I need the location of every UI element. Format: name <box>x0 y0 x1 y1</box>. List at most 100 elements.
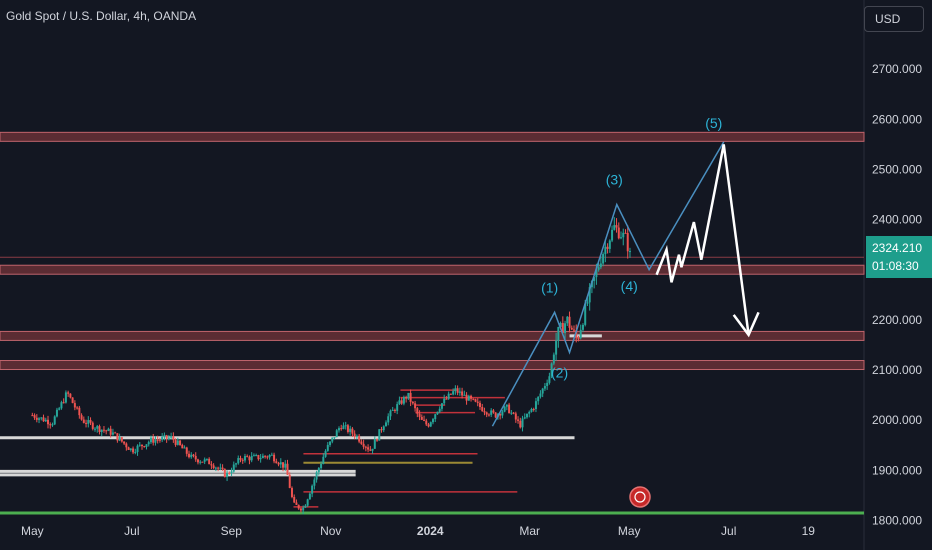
candle-body <box>398 400 401 405</box>
candle-body <box>58 408 61 410</box>
candle-body <box>373 439 376 449</box>
candle-body <box>109 428 112 435</box>
resistance-zone <box>0 264 865 275</box>
candle-body <box>299 508 302 511</box>
candle-body <box>284 463 287 468</box>
symbol-title[interactable]: Gold Spot / U.S. Dollar, 4h, OANDA <box>6 9 197 23</box>
candle-body <box>138 444 141 446</box>
candle-body <box>82 419 85 423</box>
candle-body <box>494 412 497 418</box>
candle-body <box>199 461 202 463</box>
candle-body <box>429 422 432 427</box>
candle-body <box>552 354 555 364</box>
candle-body <box>194 455 197 460</box>
candle-body <box>62 402 65 404</box>
candle-body <box>503 406 506 412</box>
candle-body <box>615 225 618 228</box>
candle-body <box>577 337 580 339</box>
candle-body <box>333 437 336 439</box>
candle-body <box>111 432 114 435</box>
candle-body <box>416 408 419 414</box>
candle-body <box>179 440 182 446</box>
candle-body <box>210 464 213 466</box>
candle-body <box>44 419 47 422</box>
price-tick-label: 2500.000 <box>872 162 922 176</box>
candle-body <box>304 505 307 508</box>
candle-body <box>530 408 533 412</box>
candle-body <box>293 496 296 503</box>
candle-body <box>508 404 511 414</box>
candle-body <box>384 422 387 427</box>
wave-label: (3) <box>606 171 623 187</box>
candle-body <box>73 403 76 408</box>
candle-body <box>346 425 349 432</box>
candle-body <box>237 458 240 464</box>
candle-body <box>302 507 305 511</box>
candle-body <box>208 458 211 465</box>
candle-body <box>402 397 405 404</box>
candle-body <box>512 412 515 414</box>
candle-body <box>586 302 589 304</box>
candle-body <box>626 233 629 252</box>
currency-button[interactable]: USD <box>864 6 924 32</box>
candle-body <box>454 388 457 392</box>
candle-body <box>102 429 105 431</box>
candle-body <box>71 397 74 404</box>
candle-body <box>436 411 439 415</box>
projection-path <box>655 144 750 336</box>
candle-body <box>290 487 293 497</box>
candle-body <box>628 251 631 253</box>
candle-body <box>449 393 452 395</box>
candle-body <box>369 449 372 451</box>
candle-body <box>378 429 381 441</box>
candle-body <box>60 402 63 409</box>
candle-body <box>602 254 605 264</box>
candle-body <box>396 404 399 411</box>
candle-body <box>329 441 332 445</box>
candle-body <box>382 426 385 431</box>
candle-body <box>183 447 186 449</box>
candle-body <box>514 413 517 420</box>
candle-body <box>376 439 379 441</box>
candle-body <box>364 446 367 448</box>
candle-body <box>116 433 119 441</box>
candle-body <box>595 269 598 278</box>
last-price: 2324.210 <box>872 241 923 255</box>
candle-body <box>588 287 591 303</box>
candle-body <box>593 277 596 281</box>
candle-body <box>167 437 170 439</box>
candle-body <box>604 246 607 255</box>
candle-body <box>581 324 584 330</box>
candle-body <box>481 407 484 412</box>
candle-body <box>326 444 329 451</box>
candle-body <box>163 435 166 437</box>
candle-body <box>51 424 54 426</box>
candle-body <box>221 467 224 470</box>
candle-body <box>105 430 108 432</box>
candle-body <box>528 411 531 414</box>
candle-body <box>440 403 443 409</box>
candle-body <box>152 437 155 443</box>
event-flag-icon[interactable] <box>629 486 651 508</box>
event-flag-inner <box>634 491 646 503</box>
candle-body <box>49 424 52 426</box>
candle-body <box>539 393 542 397</box>
candle-body <box>69 393 72 398</box>
candle-body <box>470 395 473 399</box>
candle-body <box>252 455 255 457</box>
candle-body <box>443 398 446 404</box>
candle-body <box>414 403 417 409</box>
candle-body <box>170 436 173 438</box>
candle-body <box>543 386 546 389</box>
candle-body <box>288 474 291 488</box>
projection-arrowhead <box>732 311 760 338</box>
candle-body <box>275 461 278 464</box>
candle-body <box>400 400 403 404</box>
candle-body <box>192 454 195 456</box>
candle-body <box>100 429 103 432</box>
candle-body <box>505 404 508 407</box>
candle-body <box>248 457 251 461</box>
candle-body <box>447 393 450 399</box>
candle-body <box>420 416 423 420</box>
